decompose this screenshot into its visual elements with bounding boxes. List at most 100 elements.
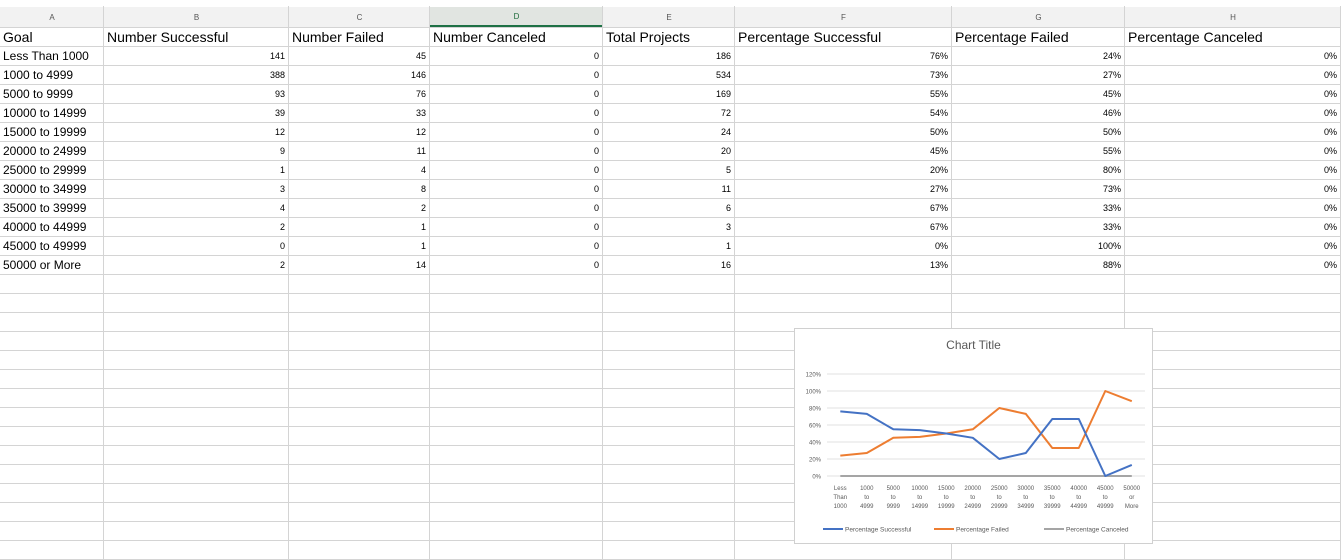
goal-cell[interactable]: 50000 or More (3, 258, 82, 272)
data-cell[interactable]: 46% (1102, 108, 1121, 118)
goal-cell[interactable]: 20000 to 24999 (3, 144, 87, 158)
column-header-f[interactable]: F (735, 7, 952, 27)
data-cell[interactable]: 88% (1102, 260, 1121, 270)
header-cell[interactable]: Goal (3, 29, 33, 45)
goal-cell[interactable]: 30000 to 34999 (3, 182, 87, 196)
data-cell[interactable]: 0% (1323, 203, 1337, 213)
data-cell[interactable]: 1 (725, 241, 731, 251)
data-cell[interactable]: 27% (1102, 70, 1121, 80)
data-cell[interactable]: 0% (1323, 108, 1337, 118)
data-cell[interactable]: 0% (1323, 260, 1337, 270)
data-cell[interactable]: 45% (929, 146, 948, 156)
goal-cell[interactable]: 40000 to 44999 (3, 220, 87, 234)
goal-cell[interactable]: 10000 to 14999 (3, 106, 87, 120)
data-cell[interactable]: 0 (279, 241, 285, 251)
data-cell[interactable]: 0% (934, 241, 948, 251)
data-cell[interactable]: 0% (1323, 222, 1337, 232)
data-cell[interactable]: 0 (593, 108, 599, 118)
header-cell[interactable]: Total Projects (606, 29, 691, 45)
data-cell[interactable]: 9 (279, 146, 285, 156)
data-cell[interactable]: 0% (1323, 184, 1337, 194)
data-cell[interactable]: 39 (274, 108, 285, 118)
data-cell[interactable]: 6 (725, 203, 731, 213)
goal-cell[interactable]: 25000 to 29999 (3, 163, 87, 177)
data-cell[interactable]: 4 (420, 165, 426, 175)
column-header-h[interactable]: H (1125, 7, 1341, 27)
data-cell[interactable]: 4 (279, 203, 285, 213)
column-header-e[interactable]: E (603, 7, 735, 27)
data-cell[interactable]: 24 (720, 127, 731, 137)
data-cell[interactable]: 73% (929, 70, 948, 80)
data-cell[interactable]: 72 (720, 108, 731, 118)
data-cell[interactable]: 0% (1323, 241, 1337, 251)
data-cell[interactable]: 12 (274, 127, 285, 137)
data-cell[interactable]: 93 (274, 89, 285, 99)
data-cell[interactable]: 2 (420, 203, 426, 213)
data-cell[interactable]: 33% (1102, 203, 1121, 213)
data-cell[interactable]: 33% (1102, 222, 1121, 232)
data-cell[interactable]: 55% (929, 89, 948, 99)
line-chart[interactable]: Chart Title 0% 20% 40% 60% 80% 100% 120% Less Tha… (794, 328, 1153, 544)
data-cell[interactable]: 100% (1097, 241, 1121, 251)
goal-cell[interactable]: 45000 to 49999 (3, 239, 87, 253)
data-cell[interactable]: 0% (1323, 51, 1337, 61)
data-cell[interactable]: 0% (1323, 146, 1337, 156)
data-cell[interactable]: 0% (1323, 127, 1337, 137)
data-cell[interactable]: 0% (1323, 165, 1337, 175)
data-cell[interactable]: 14 (415, 260, 426, 270)
data-cell[interactable]: 73% (1102, 184, 1121, 194)
data-cell[interactable]: 0 (593, 165, 599, 175)
column-header-b[interactable]: B (104, 7, 289, 27)
data-cell[interactable]: 0 (593, 222, 599, 232)
data-cell[interactable]: 11 (416, 146, 426, 156)
header-cell[interactable]: Number Failed (292, 29, 384, 45)
data-cell[interactable]: 50% (929, 127, 948, 137)
data-cell[interactable]: 11 (721, 184, 731, 194)
column-header-c[interactable]: C (289, 7, 430, 27)
data-cell[interactable]: 0 (593, 51, 599, 61)
data-cell[interactable]: 33 (415, 108, 426, 118)
data-cell[interactable]: 1 (420, 222, 426, 232)
data-cell[interactable]: 3 (279, 184, 285, 194)
data-cell[interactable]: 388 (269, 70, 285, 80)
data-cell[interactable]: 54% (929, 108, 948, 118)
data-cell[interactable]: 0 (593, 241, 599, 251)
data-cell[interactable]: 20% (929, 165, 948, 175)
data-cell[interactable]: 0 (593, 70, 599, 80)
data-cell[interactable]: 0% (1323, 70, 1337, 80)
data-cell[interactable]: 8 (420, 184, 426, 194)
data-cell[interactable]: 0 (593, 127, 599, 137)
goal-cell[interactable]: 15000 to 19999 (3, 125, 87, 139)
column-header-g[interactable]: G (952, 7, 1125, 27)
header-cell[interactable]: Percentage Failed (955, 29, 1069, 45)
data-cell[interactable]: 169 (715, 89, 731, 99)
data-cell[interactable]: 186 (715, 51, 731, 61)
data-cell[interactable]: 534 (715, 70, 731, 80)
data-cell[interactable]: 0 (593, 146, 599, 156)
goal-cell[interactable]: 35000 to 39999 (3, 201, 87, 215)
data-cell[interactable]: 0 (593, 184, 599, 194)
goal-cell[interactable]: 5000 to 9999 (3, 87, 74, 101)
data-cell[interactable]: 16 (720, 260, 731, 270)
header-cell[interactable]: Percentage Canceled (1128, 29, 1263, 45)
goal-cell[interactable]: Less Than 1000 (3, 49, 89, 63)
data-cell[interactable]: 50% (1102, 127, 1121, 137)
data-cell[interactable]: 80% (1102, 165, 1121, 175)
data-cell[interactable]: 13% (929, 260, 948, 270)
header-cell[interactable]: Number Successful (107, 29, 229, 45)
data-cell[interactable]: 1 (279, 165, 285, 175)
data-cell[interactable]: 5 (725, 165, 731, 175)
data-cell[interactable]: 3 (725, 222, 731, 232)
data-cell[interactable]: 12 (415, 127, 426, 137)
data-cell[interactable]: 20 (720, 146, 731, 156)
data-cell[interactable]: 2 (279, 222, 285, 232)
header-cell[interactable]: Percentage Successful (738, 29, 882, 45)
data-cell[interactable]: 67% (929, 222, 948, 232)
data-cell[interactable]: 0% (1323, 89, 1337, 99)
column-header-d[interactable]: D (430, 7, 603, 27)
data-cell[interactable]: 45% (1102, 89, 1121, 99)
data-cell[interactable]: 0 (593, 203, 599, 213)
data-cell[interactable]: 0 (593, 89, 599, 99)
data-cell[interactable]: 27% (929, 184, 948, 194)
